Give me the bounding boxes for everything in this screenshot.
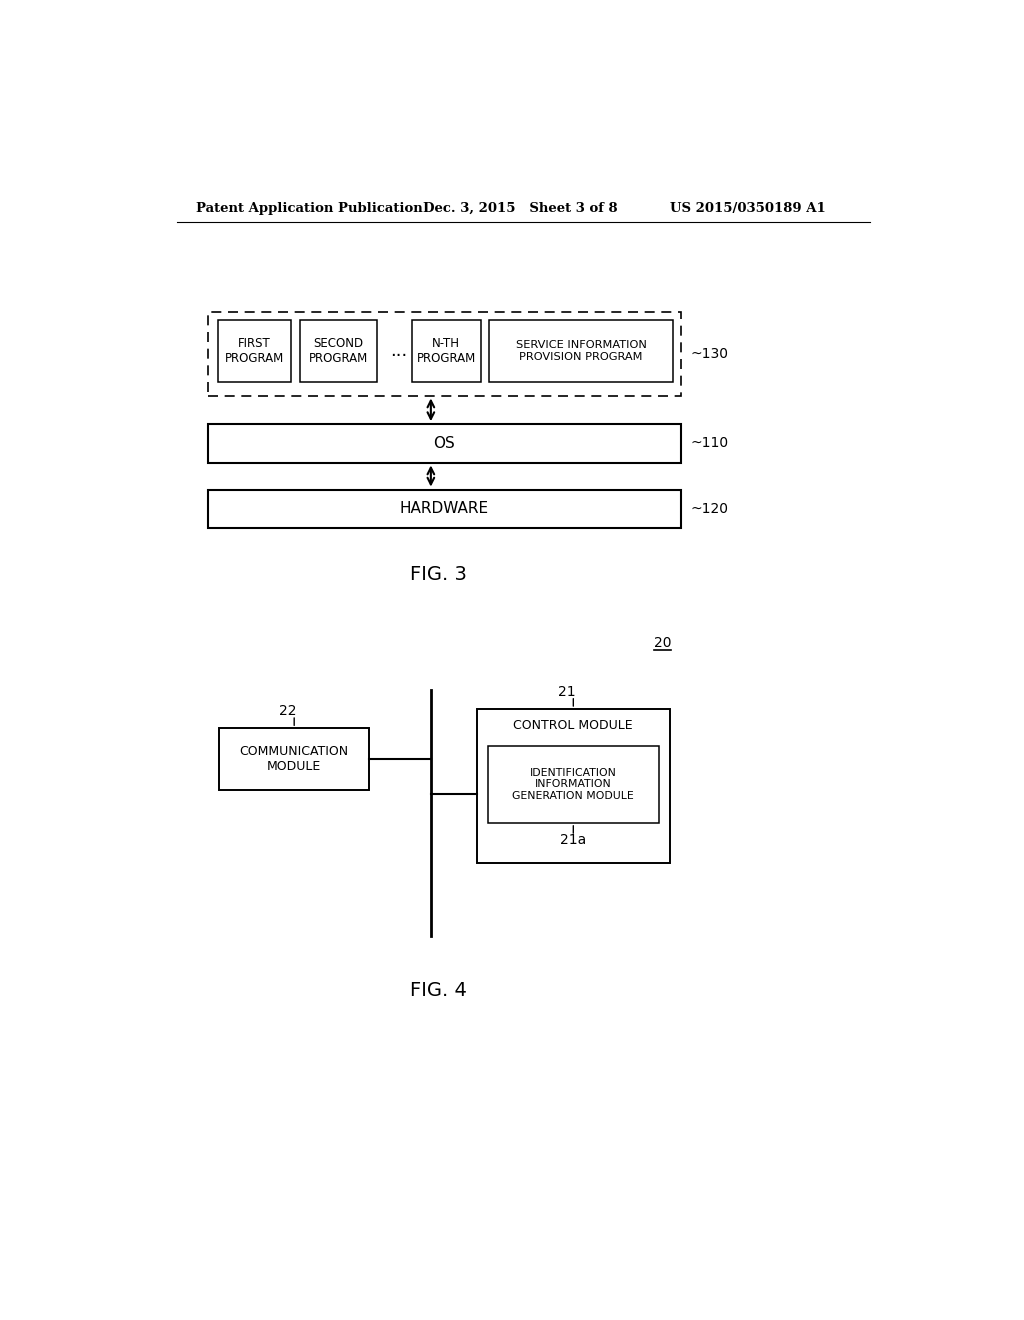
Bar [477, 709, 670, 863]
Text: 21: 21 [558, 685, 575, 700]
Text: OS: OS [433, 436, 456, 451]
Text: FIG. 3: FIG. 3 [411, 565, 467, 583]
Text: 22: 22 [280, 705, 297, 718]
Text: ~110: ~110 [690, 437, 728, 450]
Text: HARDWARE: HARDWARE [399, 502, 488, 516]
Text: SECOND
PROGRAM: SECOND PROGRAM [309, 337, 368, 364]
Bar [217, 321, 291, 381]
Text: ~130: ~130 [690, 347, 728, 360]
Bar [487, 746, 658, 822]
Text: Patent Application Publication: Patent Application Publication [196, 202, 423, 215]
Text: IDENTIFICATION
INFORMATION
GENERATION MODULE: IDENTIFICATION INFORMATION GENERATION MO… [512, 768, 634, 801]
Text: US 2015/0350189 A1: US 2015/0350189 A1 [670, 202, 825, 215]
Bar [208, 490, 681, 528]
Text: N-TH
PROGRAM: N-TH PROGRAM [417, 337, 476, 364]
Bar [208, 424, 681, 462]
Bar [208, 313, 681, 396]
Text: 21a: 21a [560, 833, 587, 847]
Bar [412, 321, 481, 381]
Text: ~120: ~120 [690, 502, 728, 516]
Text: 20: 20 [654, 636, 672, 649]
Text: FIRST
PROGRAM: FIRST PROGRAM [224, 337, 284, 364]
Text: FIG. 4: FIG. 4 [411, 981, 467, 999]
Bar [300, 321, 377, 381]
Text: Dec. 3, 2015   Sheet 3 of 8: Dec. 3, 2015 Sheet 3 of 8 [423, 202, 617, 215]
Bar [488, 321, 674, 381]
Text: COMMUNICATION
MODULE: COMMUNICATION MODULE [240, 744, 349, 774]
Bar [219, 729, 370, 789]
Text: CONTROL MODULE: CONTROL MODULE [513, 719, 633, 733]
Text: SERVICE INFORMATION
PROVISION PROGRAM: SERVICE INFORMATION PROVISION PROGRAM [515, 341, 646, 362]
Text: ...: ... [390, 342, 408, 360]
